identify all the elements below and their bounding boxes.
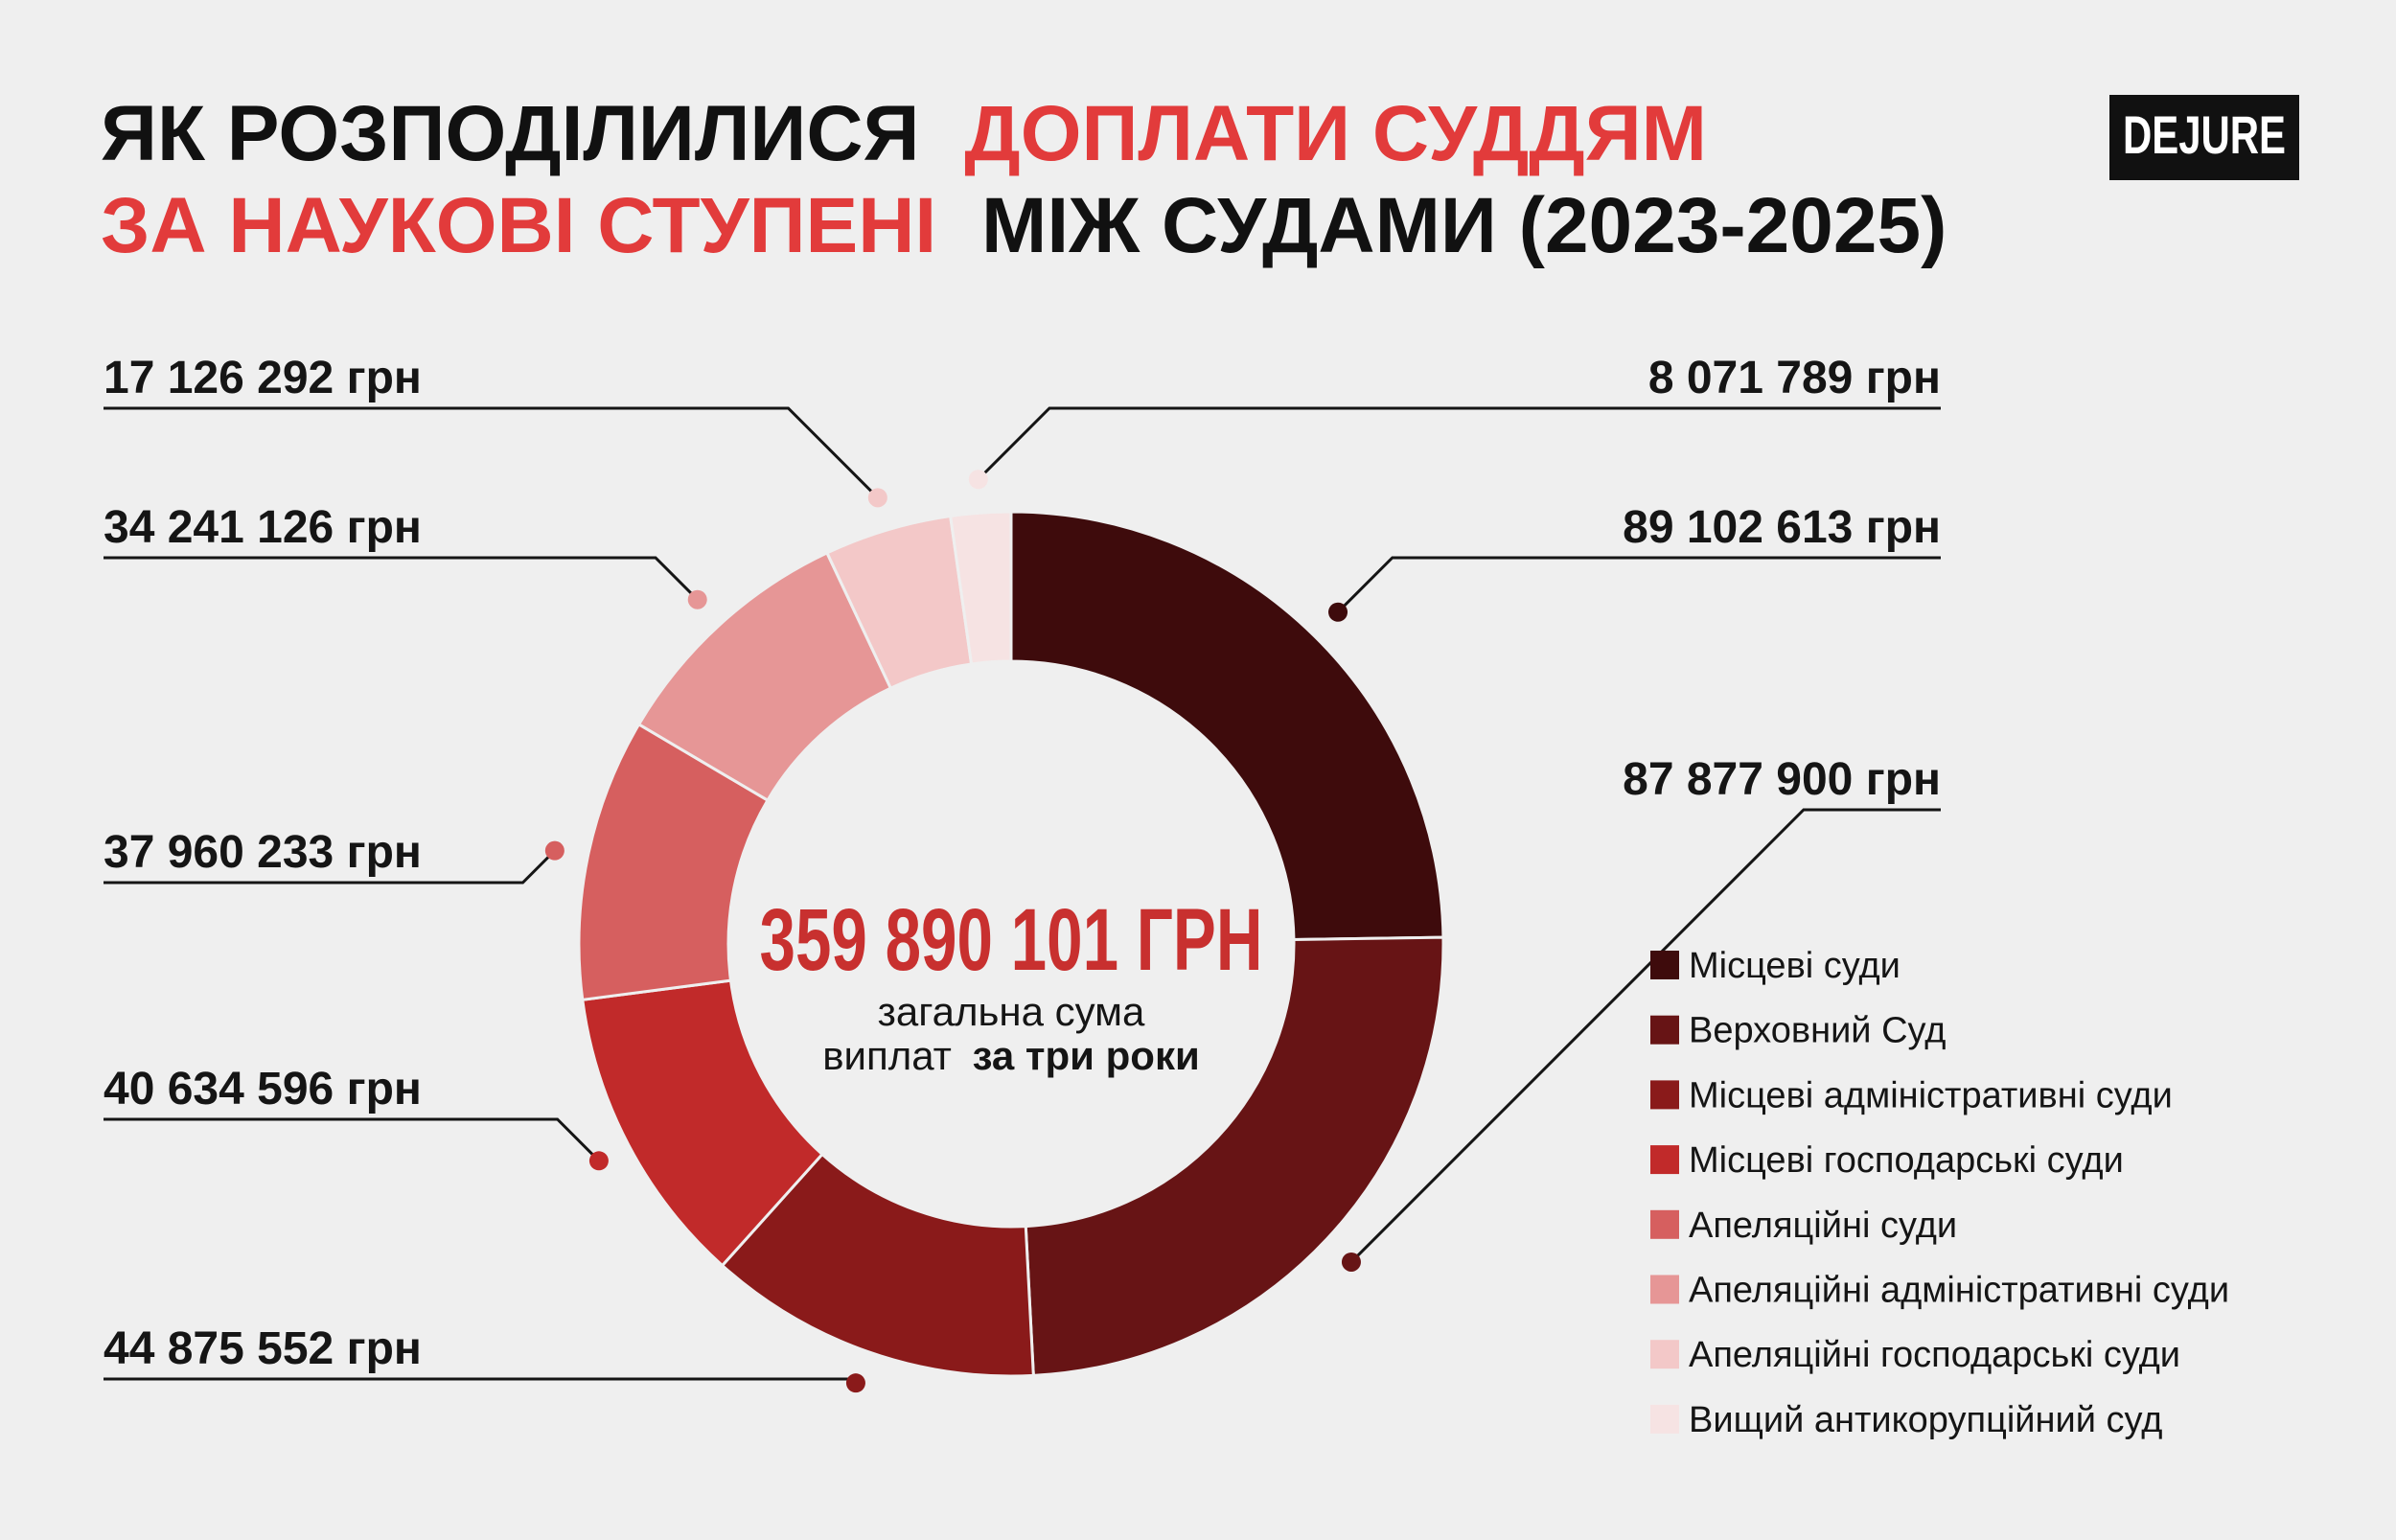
logo: DEJURE [2123,104,2286,165]
legend-swatch [1650,1275,1679,1304]
legend-swatch [1650,1209,1679,1239]
title-part: ЗА НАУКОВІ СТУПЕНІ [101,182,936,269]
legend-swatch [1650,1340,1679,1369]
value-label: 17 126 292 грн [104,353,422,403]
title-part: ДОПЛАТИ СУДДЯМ [964,90,1707,177]
value-label: 34 241 126 грн [104,502,422,553]
legend-swatch [1650,951,1679,979]
leader-line [977,406,1941,481]
center-text-part: за три роки [973,1033,1200,1078]
leader-dot [544,840,564,861]
leader-dot [1341,1252,1361,1272]
value-label: 44 875 552 грн [104,1323,422,1374]
legend-label: Апеляційні суди [1689,1206,1957,1246]
leader-line [1349,808,1941,1264]
donut-segment [1024,935,1445,1377]
leader-dot [867,488,887,508]
title-part: ЯК РОЗПОДІЛИЛИСЯ [101,90,919,177]
leader-line [104,556,699,601]
legend-label: Місцеві адміністративні суди [1689,1075,2173,1115]
legend-label: Верховний Суд [1689,1011,1946,1051]
leader-dot [845,1373,865,1393]
donut-segment [1009,510,1445,942]
legend-label: Апеляційні адміністративні суди [1689,1271,2229,1311]
title-line: ЗА НАУКОВІ СТУПЕНІ МІЖ СУДАМИ (2023-2025… [101,182,1947,269]
leader-line [104,406,879,499]
donut-segment [948,510,1013,666]
leader-dot [588,1151,609,1171]
value-label: 40 634 596 грн [104,1064,422,1115]
leader-dot [968,470,988,490]
leader-line [1336,556,1941,613]
legend-swatch [1650,1015,1679,1045]
center-text: виплат за три роки [822,1033,1200,1078]
legend-label: Апеляційні господарські суди [1689,1335,2180,1375]
legend-swatch [1650,1080,1679,1110]
legend-label: Місцеві суди [1689,946,1901,986]
logo-box [2109,95,2299,180]
legend-swatch [1650,1404,1679,1434]
value-label: 8 071 789 грн [1648,353,1941,403]
center-text-part: виплат [822,1033,952,1078]
legend-swatch [1650,1145,1679,1175]
leader-dot [687,589,707,609]
leader-dot [1328,602,1348,622]
value-label: 89 102 613 грн [1623,502,1941,553]
title-line: ЯК РОЗПОДІЛИЛИСЯ ДОПЛАТИ СУДДЯМ [101,90,1707,177]
value-label: 37 960 233 грн [104,827,422,878]
value-label: 87 877 900 грн [1623,754,1941,805]
legend-label: Місцеві господарські суди [1689,1140,2124,1181]
legend-label: Вищий антикорупційний суд [1689,1400,2162,1440]
total-value: 359 890 101 ГРН [760,891,1263,989]
leader-line [104,1117,600,1162]
title-part: МІЖ СУДАМИ (2023-2025) [981,182,1947,269]
leader-line [104,849,556,885]
center-text: загальна сума [878,989,1145,1034]
